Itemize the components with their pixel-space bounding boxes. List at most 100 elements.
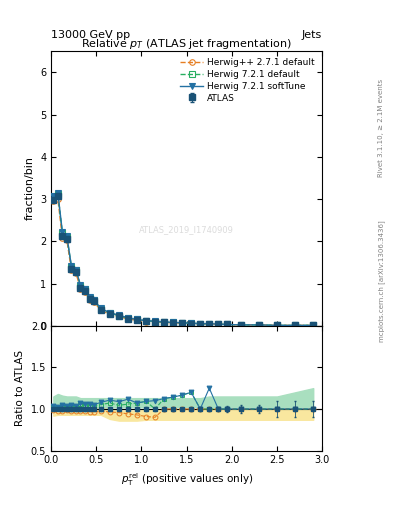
Herwig++ 2.7.1 default (92, 299, 96, 305)
Herwig 7.2.1 softTune (216, 321, 221, 327)
Herwig 7.2.1 default (198, 321, 203, 327)
Herwig 7.2.1 softTune (180, 319, 185, 326)
Herwig++ 2.7.1 default (275, 322, 279, 328)
Text: ATLAS_2019_I1740909: ATLAS_2019_I1740909 (139, 225, 234, 234)
Herwig 7.2.1 default (69, 264, 74, 270)
Herwig++ 2.7.1 default (69, 267, 74, 273)
Herwig 7.2.1 softTune (144, 317, 149, 324)
Herwig 7.2.1 softTune (162, 319, 167, 325)
Herwig 7.2.1 default (73, 267, 78, 273)
Herwig 7.2.1 softTune (51, 193, 56, 199)
Herwig 7.2.1 default (239, 322, 243, 328)
Herwig 7.2.1 default (92, 297, 96, 304)
Herwig++ 2.7.1 default (216, 321, 221, 327)
Line: Herwig 7.2.1 softTune: Herwig 7.2.1 softTune (51, 190, 316, 328)
Herwig++ 2.7.1 default (225, 322, 230, 328)
Herwig++ 2.7.1 default (171, 319, 175, 326)
Herwig 7.2.1 default (126, 315, 130, 321)
Herwig 7.2.1 softTune (92, 297, 96, 303)
Herwig 7.2.1 default (152, 318, 157, 325)
Herwig 7.2.1 softTune (152, 318, 157, 324)
Herwig 7.2.1 softTune (311, 322, 316, 328)
Herwig++ 2.7.1 default (162, 319, 167, 326)
Herwig 7.2.1 default (98, 306, 103, 312)
Herwig 7.2.1 default (311, 322, 316, 328)
Herwig 7.2.1 softTune (69, 263, 74, 269)
Herwig 7.2.1 default (55, 191, 60, 197)
Herwig 7.2.1 softTune (55, 190, 60, 196)
Herwig++ 2.7.1 default (180, 320, 185, 326)
Herwig 7.2.1 softTune (171, 319, 175, 326)
Herwig++ 2.7.1 default (60, 235, 65, 241)
Y-axis label: fraction/bin: fraction/bin (24, 157, 35, 221)
Herwig 7.2.1 default (64, 234, 69, 240)
Herwig 7.2.1 softTune (98, 305, 103, 311)
Herwig++ 2.7.1 default (126, 316, 130, 322)
Herwig++ 2.7.1 default (78, 286, 83, 292)
Herwig 7.2.1 default (180, 319, 185, 326)
Herwig++ 2.7.1 default (293, 322, 298, 328)
Herwig 7.2.1 softTune (293, 322, 298, 328)
Herwig 7.2.1 default (275, 322, 279, 328)
Herwig++ 2.7.1 default (64, 238, 69, 244)
Herwig++ 2.7.1 default (51, 198, 56, 204)
Herwig++ 2.7.1 default (73, 270, 78, 276)
Herwig 7.2.1 softTune (198, 321, 203, 327)
Legend: Herwig++ 2.7.1 default, Herwig 7.2.1 default, Herwig 7.2.1 softTune, ATLAS: Herwig++ 2.7.1 default, Herwig 7.2.1 def… (178, 56, 318, 105)
Herwig++ 2.7.1 default (239, 322, 243, 328)
Herwig++ 2.7.1 default (108, 311, 112, 317)
Herwig 7.2.1 softTune (78, 282, 83, 288)
Herwig 7.2.1 default (189, 320, 193, 326)
Herwig 7.2.1 default (225, 322, 230, 328)
Text: Jets: Jets (302, 30, 322, 40)
Herwig 7.2.1 default (108, 310, 112, 316)
Title: Relative $p_T$ (ATLAS jet fragmentation): Relative $p_T$ (ATLAS jet fragmentation) (81, 37, 292, 51)
Herwig 7.2.1 softTune (134, 316, 139, 323)
Herwig 7.2.1 default (78, 283, 83, 289)
Herwig++ 2.7.1 default (198, 321, 203, 327)
Herwig++ 2.7.1 default (144, 318, 149, 325)
Line: Herwig++ 2.7.1 default: Herwig++ 2.7.1 default (51, 196, 316, 328)
Herwig++ 2.7.1 default (83, 288, 87, 294)
Herwig 7.2.1 default (51, 194, 56, 200)
Herwig++ 2.7.1 default (98, 307, 103, 313)
Text: Rivet 3.1.10, ≥ 2.1M events: Rivet 3.1.10, ≥ 2.1M events (378, 79, 384, 177)
Herwig 7.2.1 softTune (189, 320, 193, 326)
Herwig 7.2.1 default (116, 312, 121, 318)
Line: Herwig 7.2.1 default: Herwig 7.2.1 default (51, 191, 316, 328)
Herwig++ 2.7.1 default (55, 196, 60, 202)
Herwig 7.2.1 default (83, 286, 87, 292)
Herwig 7.2.1 default (144, 317, 149, 324)
Herwig 7.2.1 default (134, 316, 139, 323)
Herwig++ 2.7.1 default (152, 319, 157, 325)
Herwig++ 2.7.1 default (311, 322, 316, 328)
Herwig 7.2.1 softTune (239, 322, 243, 328)
Herwig 7.2.1 default (216, 321, 221, 327)
Herwig++ 2.7.1 default (189, 321, 193, 327)
Herwig 7.2.1 default (162, 319, 167, 325)
Herwig 7.2.1 default (293, 322, 298, 328)
X-axis label: $p_{\mathrm{T}}^{\mathrm{rel}}$ (positive values only): $p_{\mathrm{T}}^{\mathrm{rel}}$ (positiv… (121, 471, 253, 488)
Herwig 7.2.1 softTune (225, 322, 230, 328)
Herwig 7.2.1 default (171, 319, 175, 326)
Y-axis label: Ratio to ATLAS: Ratio to ATLAS (15, 350, 25, 426)
Text: 13000 GeV pp: 13000 GeV pp (51, 30, 130, 40)
Herwig 7.2.1 softTune (207, 321, 211, 327)
Herwig 7.2.1 softTune (60, 229, 65, 235)
Herwig++ 2.7.1 default (134, 317, 139, 324)
Herwig 7.2.1 softTune (126, 315, 130, 321)
Herwig 7.2.1 softTune (73, 267, 78, 273)
Text: mcplots.cern.ch [arXiv:1306.3436]: mcplots.cern.ch [arXiv:1306.3436] (378, 221, 385, 343)
Herwig 7.2.1 default (207, 321, 211, 327)
Herwig++ 2.7.1 default (87, 297, 92, 303)
Herwig 7.2.1 default (60, 230, 65, 236)
Herwig 7.2.1 softTune (64, 233, 69, 239)
Herwig 7.2.1 softTune (108, 310, 112, 316)
Herwig 7.2.1 default (87, 295, 92, 301)
Herwig 7.2.1 softTune (257, 322, 261, 328)
Herwig 7.2.1 softTune (87, 294, 92, 301)
Herwig 7.2.1 default (257, 322, 261, 328)
Herwig 7.2.1 softTune (83, 286, 87, 292)
Herwig++ 2.7.1 default (116, 313, 121, 319)
Herwig++ 2.7.1 default (257, 322, 261, 328)
